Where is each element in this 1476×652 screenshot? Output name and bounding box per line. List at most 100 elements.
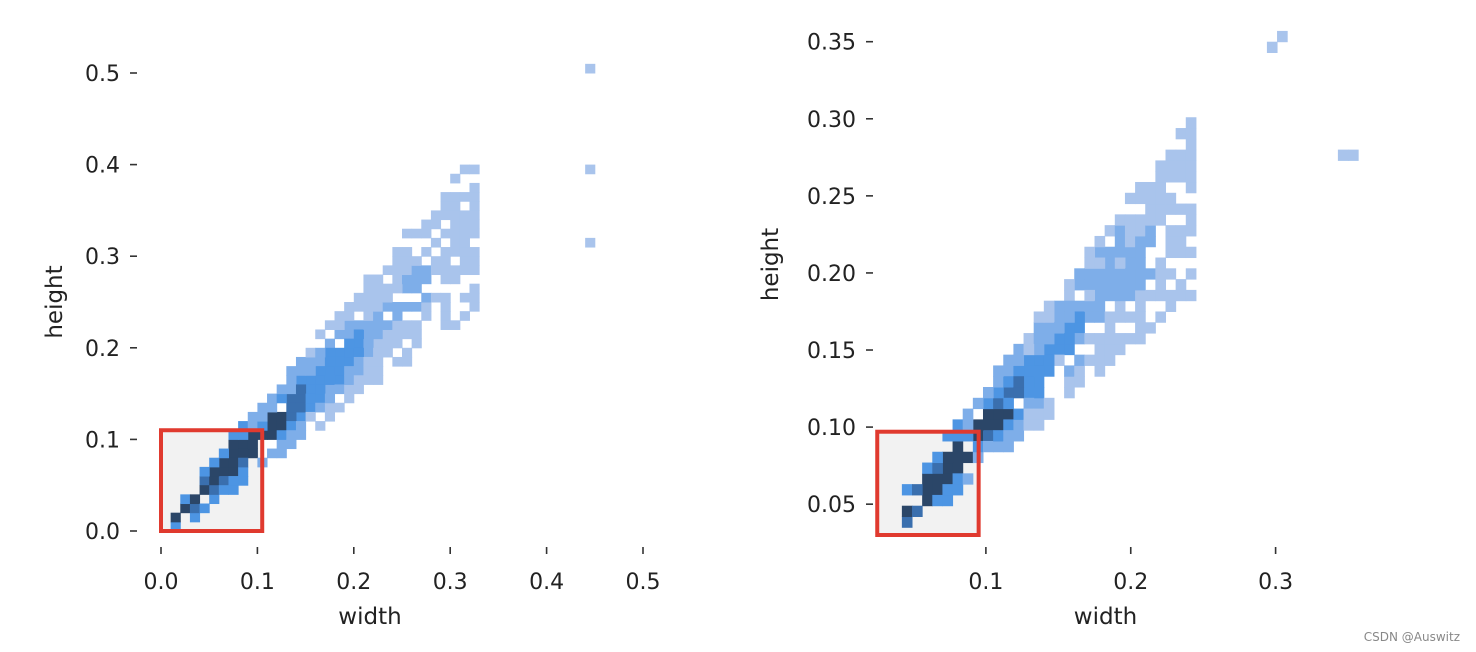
heatmap-cell <box>382 292 393 303</box>
heatmap-cell <box>170 512 181 523</box>
heatmap-cell <box>238 476 249 486</box>
heatmap-cell <box>392 256 403 266</box>
heatmap-cell <box>1033 311 1045 323</box>
heatmap-cell <box>1033 333 1045 345</box>
heatmap-cell <box>901 505 913 518</box>
heatmap-cell <box>1013 343 1025 356</box>
heatmap-cell <box>363 329 374 340</box>
heatmap-cell <box>1074 300 1085 312</box>
heatmap-cell <box>1145 322 1156 334</box>
heatmap-cell <box>1124 214 1136 226</box>
heatmap-cell <box>344 338 355 349</box>
heatmap-cell <box>1053 300 1065 312</box>
heatmap-cell <box>276 393 287 404</box>
heatmap-cell <box>392 356 403 367</box>
heatmap-cell <box>1084 300 1096 312</box>
heatmap-cell <box>305 384 316 395</box>
heatmap-cell <box>450 210 461 221</box>
heatmap-cell <box>305 356 316 367</box>
heatmap-cell <box>1155 171 1167 183</box>
heatmap-cell <box>1114 246 1126 259</box>
heatmap-cell <box>1165 246 1177 259</box>
heatmap-cell <box>1084 279 1096 291</box>
heatmap-cell <box>209 485 220 495</box>
heatmap-cell <box>942 473 954 485</box>
y-tick-label: 0.3 <box>85 245 120 270</box>
heatmap-cell <box>1165 235 1177 248</box>
heatmap-cell <box>209 476 220 486</box>
heatmap-cell <box>180 494 191 505</box>
heatmap-cell <box>1114 289 1126 302</box>
heatmap-cell <box>1266 41 1278 53</box>
heatmap-cell <box>922 473 933 485</box>
heatmap-cell <box>247 411 258 422</box>
heatmap-cell <box>922 484 933 496</box>
heatmap-cell <box>440 302 451 312</box>
heatmap-cell <box>1124 225 1136 237</box>
heatmap-cell <box>257 402 268 413</box>
heatmap-cell <box>392 338 403 349</box>
heatmap-cell <box>1033 322 1045 334</box>
y-tick-label: 0.0 <box>85 520 120 545</box>
heatmap-cell <box>1064 333 1075 345</box>
heatmap-cell <box>1033 397 1045 410</box>
x-tick-label: 0.4 <box>529 570 564 595</box>
heatmap-cell <box>982 440 994 453</box>
heatmap-cell <box>373 329 384 340</box>
heatmap-cell <box>1084 311 1096 323</box>
heatmap-cell <box>1114 343 1126 356</box>
heatmap-cell <box>315 375 326 385</box>
heatmap-cell <box>1145 214 1156 226</box>
heatmap-cell <box>1043 397 1055 410</box>
heatmap-cell <box>450 192 461 202</box>
heatmap-cell <box>1033 419 1045 431</box>
heatmap-cell <box>334 366 345 376</box>
heatmap-cell <box>209 494 220 505</box>
heatmap-cell <box>1165 192 1177 205</box>
heatmap-cell <box>1277 30 1288 43</box>
heatmap-cell <box>382 338 393 349</box>
heatmap-cell <box>382 283 393 294</box>
heatmap-cell <box>922 494 933 507</box>
heatmap-cell <box>324 320 336 330</box>
y-tick-label: 0.1 <box>85 428 120 453</box>
y-tick-label: 0.15 <box>807 339 856 364</box>
heatmap-cell <box>411 274 422 285</box>
x-axis-label: width <box>338 604 401 630</box>
heatmap-cell <box>189 494 201 505</box>
heatmap-cell <box>344 320 355 330</box>
heatmap-cell <box>1043 322 1055 334</box>
heatmap-cell <box>373 366 384 376</box>
heatmap-cell <box>218 457 229 468</box>
heatmap-cell <box>1124 257 1136 269</box>
heatmap-cell <box>459 210 470 221</box>
heatmap-cell <box>469 247 480 257</box>
heatmap-cell <box>1165 289 1177 302</box>
heatmap-cell <box>228 466 239 477</box>
heatmap-cell <box>267 411 278 422</box>
heatmap-cell <box>440 292 451 303</box>
heatmap-cell <box>334 320 345 330</box>
heatmap-cell <box>353 347 364 358</box>
heatmap-cell <box>1064 279 1075 291</box>
heatmap-cell <box>373 320 384 330</box>
heatmap-cell <box>1084 333 1096 345</box>
heatmap-cell <box>993 376 1004 388</box>
heatmap-cell <box>952 462 964 474</box>
heatmap-cell <box>295 430 307 440</box>
heatmap-cell <box>276 448 287 459</box>
heatmap-cell <box>585 237 596 248</box>
heatmap-cell <box>1337 149 1349 161</box>
heatmap-cell <box>1165 203 1177 215</box>
heatmap-cell <box>450 201 461 211</box>
heatmap-cell <box>373 283 384 294</box>
heatmap-cell <box>469 201 480 211</box>
heatmap-cell <box>334 347 345 358</box>
heatmap-cell <box>1104 343 1116 356</box>
heatmap-cell <box>1185 149 1197 161</box>
heatmap-cell <box>1135 333 1146 345</box>
heatmap-cell <box>315 356 326 367</box>
heatmap-cell <box>373 292 384 303</box>
heatmap-cell <box>315 421 326 431</box>
heatmap-cell <box>1175 128 1187 140</box>
